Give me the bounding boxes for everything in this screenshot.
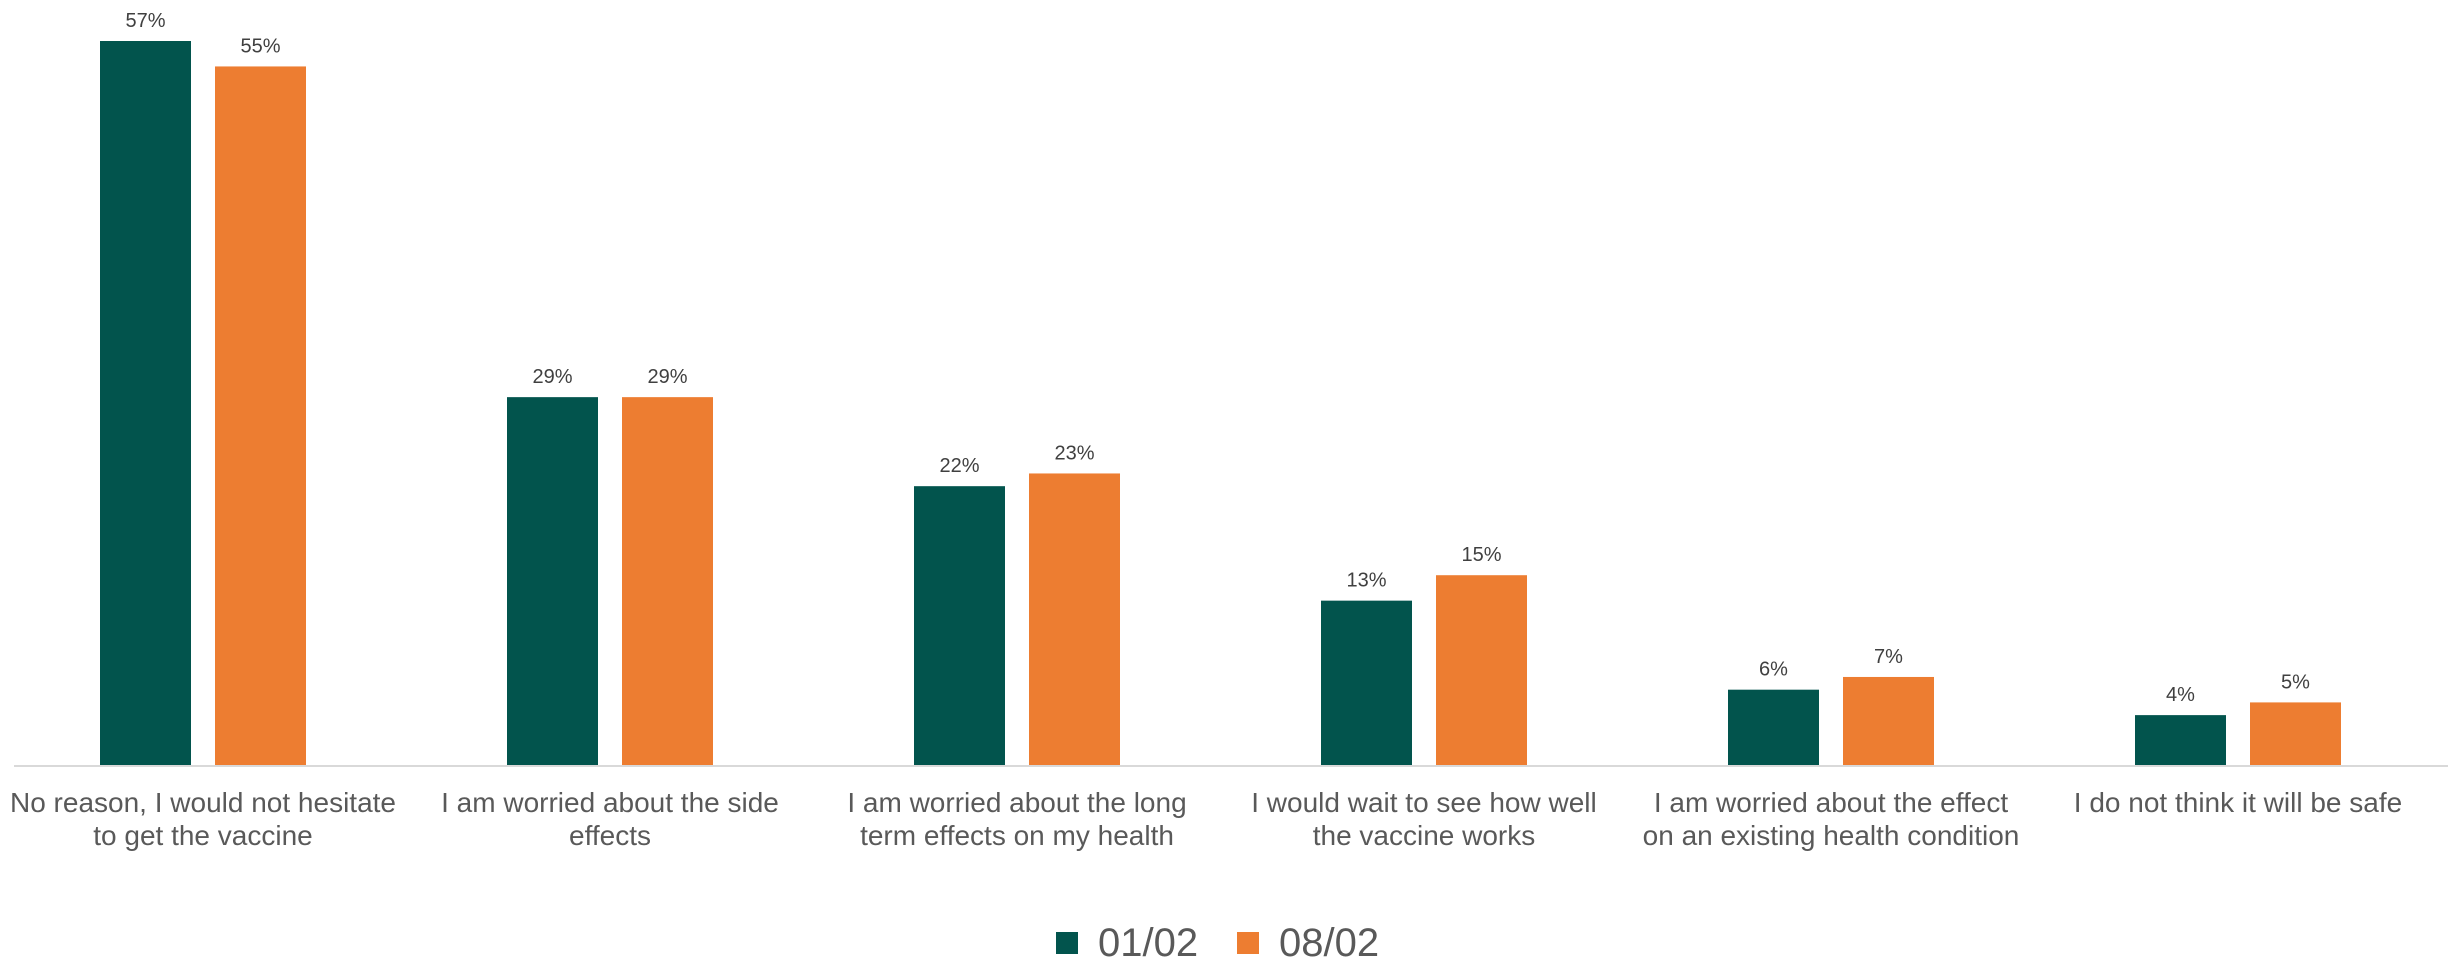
bar-2-4 bbox=[1436, 575, 1527, 766]
category-label-2-line-1: I am worried about the side bbox=[441, 787, 779, 818]
bar-2-1 bbox=[215, 66, 306, 766]
category-label-2-line-2: effects bbox=[569, 820, 651, 851]
data-label-2-3: 23% bbox=[1054, 442, 1094, 464]
data-label-2-5: 7% bbox=[1874, 646, 1903, 668]
legend-label-2: 08/02 bbox=[1279, 921, 1379, 960]
data-label-1-1: 57% bbox=[125, 10, 165, 32]
bar-2-5 bbox=[1843, 676, 1934, 766]
legend-label-1: 01/02 bbox=[1098, 921, 1198, 960]
bars-group bbox=[100, 41, 2341, 766]
category-label-3-line-1: I am worried about the long bbox=[847, 787, 1186, 818]
value-labels-group: 57% 55% 29% 29% 22% 23% 13% 15% 6% 7% 4% 5% bbox=[125, 10, 2310, 706]
bar-2-6 bbox=[2250, 702, 2341, 766]
category-label-5-line-1: I am worried about the effect bbox=[1654, 787, 2009, 818]
data-label-2-1: 55% bbox=[240, 35, 280, 57]
data-label-2-6: 5% bbox=[2281, 671, 2310, 693]
category-label-1-line-2: to get the vaccine bbox=[93, 820, 312, 851]
data-label-1-2: 29% bbox=[532, 366, 572, 388]
bar-1-1 bbox=[100, 41, 191, 766]
data-label-1-5: 6% bbox=[1759, 659, 1788, 681]
bar-1-2 bbox=[507, 397, 598, 766]
bar-2-3 bbox=[1029, 473, 1120, 766]
legend-swatch-2 bbox=[1237, 932, 1259, 954]
bar-1-6 bbox=[2135, 715, 2226, 766]
data-label-1-6: 4% bbox=[2166, 684, 2195, 706]
category-label-1-line-1: No reason, I would not hesitate bbox=[10, 787, 396, 818]
category-label-4-line-2: the vaccine works bbox=[1313, 820, 1536, 851]
category-label-5-line-2: on an existing health condition bbox=[1643, 820, 2020, 851]
data-label-1-4: 13% bbox=[1346, 570, 1386, 592]
data-label-2-4: 15% bbox=[1461, 544, 1501, 566]
legend: 01/02 08/02 bbox=[1056, 921, 1379, 960]
category-label-3-line-2: term effects on my health bbox=[860, 820, 1174, 851]
data-label-2-2: 29% bbox=[647, 366, 687, 388]
category-label-6-line-1: I do not think it will be safe bbox=[2074, 787, 2402, 818]
data-label-1-3: 22% bbox=[939, 455, 979, 477]
legend-swatch-1 bbox=[1056, 932, 1078, 954]
bar-2-2 bbox=[622, 397, 713, 766]
bar-1-4 bbox=[1321, 600, 1412, 766]
category-label-4-line-1: I would wait to see how well bbox=[1251, 787, 1597, 818]
bar-1-5 bbox=[1728, 689, 1819, 766]
bar-1-3 bbox=[914, 486, 1005, 766]
